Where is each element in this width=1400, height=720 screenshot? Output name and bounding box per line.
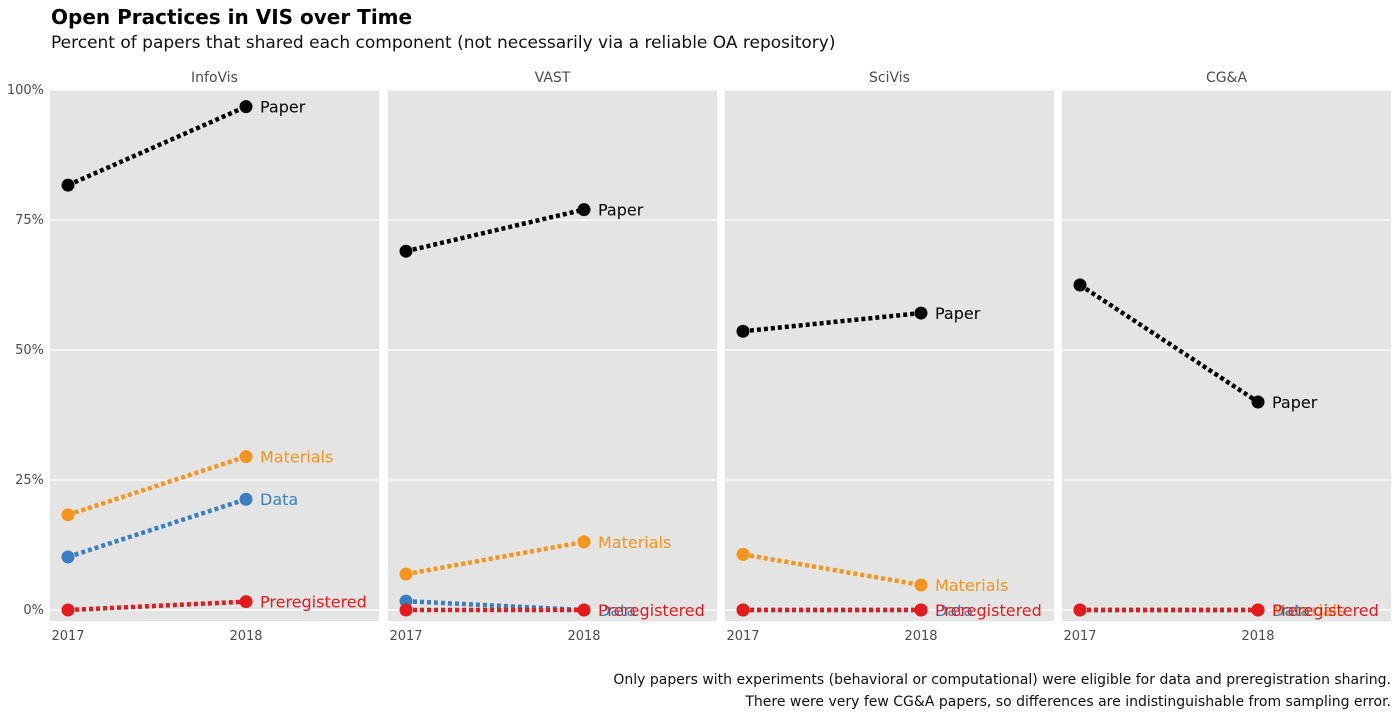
facet-panel-2: SciVis 2017 2018 Paper Materials DataPreregis… [725, 70, 1054, 644]
facet-label: SciVis [869, 70, 910, 86]
data-point-materials [736, 547, 750, 561]
facet-label: VAST [535, 70, 571, 86]
faceted-line-chart: 0% 25% 50% 75% 100% InfoVis 2017 2018 Paper Mater… [7, 70, 1391, 644]
panel-background [1062, 90, 1391, 621]
series-label-materials: Materials [598, 533, 671, 552]
series-label-preregistered: Preregistered [598, 601, 705, 620]
x-tick-label: 2017 [51, 629, 84, 644]
series-label-paper: Paper [1272, 393, 1318, 412]
data-point-preregistered [577, 603, 591, 617]
data-point-paper [736, 324, 750, 338]
x-tick-label: 2017 [1063, 629, 1096, 644]
data-point-preregistered [399, 603, 413, 617]
panel-background [50, 90, 379, 621]
x-tick-label: 2017 [726, 629, 759, 644]
series-label-data: Data [598, 601, 636, 620]
series-line-materials [67, 454, 247, 517]
series-label-paper: Paper [260, 98, 306, 117]
data-point-preregistered [914, 603, 928, 617]
chart-subtitle: Percent of papers that shared each compo… [51, 33, 836, 53]
series-label-materials: Materials [1272, 601, 1345, 620]
series-label-paper: Paper [598, 201, 644, 220]
x-tick-label: 2017 [389, 629, 422, 644]
data-point-paper [239, 100, 253, 114]
data-point-preregistered [1251, 603, 1265, 617]
data-point-paper [61, 178, 75, 192]
series-label-data: Data [260, 490, 298, 509]
panel-background [388, 90, 717, 621]
data-point-paper [1073, 278, 1087, 292]
y-tick-label: 25% [15, 473, 44, 488]
chart-title: Open Practices in VIS over Time [51, 5, 413, 29]
series-label-preregistered: Preregistered [935, 601, 1042, 620]
series-line-data [67, 497, 247, 560]
series-label-materials: Materials [935, 576, 1008, 595]
series-line-materials [742, 552, 922, 588]
facet-panel-3: CG&A 2017 2018 Paper MaterialsDataPreregiste… [1062, 70, 1391, 644]
data-point-preregistered [239, 595, 253, 609]
facet-label: InfoVis [191, 70, 238, 86]
caption-eligibility-note: Only papers with experiments (behavioral… [613, 672, 1391, 688]
data-point-preregistered [736, 603, 750, 617]
panel-background [725, 90, 1054, 621]
data-point-paper [577, 203, 591, 217]
facet-panel-1: VAST 2017 2018 Paper Materials DataPreregiste… [388, 70, 717, 644]
x-tick-label: 2018 [229, 629, 262, 644]
facet-label: CG&A [1206, 70, 1248, 86]
data-point-materials [239, 450, 253, 464]
data-point-materials [577, 535, 591, 549]
y-tick-label: 100% [7, 83, 44, 98]
y-tick-label: 75% [15, 213, 44, 228]
series-line-materials [405, 539, 585, 577]
data-point-data [239, 492, 253, 506]
series-line-paper [1078, 283, 1260, 404]
y-tick-label: 50% [15, 343, 44, 358]
series-label-preregistered: Preregistered [260, 593, 367, 612]
data-point-materials [914, 578, 928, 592]
series-label-paper: Paper [935, 304, 981, 323]
data-point-data [61, 550, 75, 564]
x-tick-label: 2018 [567, 629, 600, 644]
series-label-data: Data [1272, 601, 1310, 620]
series-label-materials: Materials [260, 448, 333, 467]
data-point-materials [399, 567, 413, 581]
x-tick-label: 2018 [1241, 629, 1274, 644]
x-tick-label: 2018 [904, 629, 937, 644]
data-point-paper [399, 244, 413, 258]
data-point-paper [1251, 395, 1265, 409]
data-point-materials [61, 508, 75, 522]
data-point-preregistered [61, 603, 75, 617]
series-line-paper [67, 104, 247, 188]
series-line-paper [405, 207, 585, 254]
facet-panel-0: InfoVis 2017 2018 Paper Materials Data Preregi… [50, 70, 379, 644]
y-tick-label: 0% [23, 603, 44, 618]
series-line-paper [742, 310, 922, 334]
data-point-preregistered [1073, 603, 1087, 617]
series-line-preregistered [67, 599, 247, 613]
series-label-data: Data [935, 601, 973, 620]
series-label-preregistered: Preregistered [1272, 601, 1379, 620]
data-point-paper [914, 306, 928, 320]
caption-cga-note: There were very few CG&A papers, so diff… [745, 694, 1391, 710]
